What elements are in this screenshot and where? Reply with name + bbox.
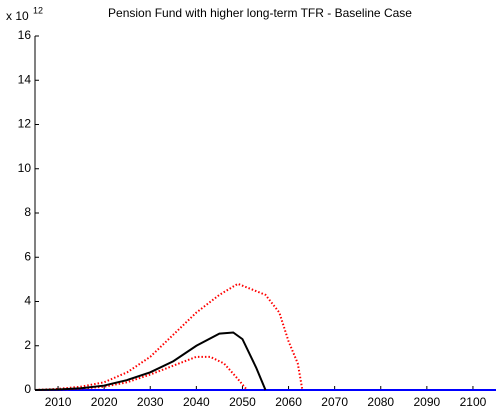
y-tick-label: 16 [18,28,32,42]
x-tick-label: 2050 [229,395,256,409]
y-tick-label: 0 [24,382,31,396]
x-tick-label: 2040 [183,395,210,409]
y-tick-label: 4 [24,294,31,308]
y-tick-label: 6 [24,249,31,263]
y-exponent: 12 [33,5,43,15]
x-tick-label: 2010 [45,395,72,409]
y-tick-label: 8 [24,205,31,219]
x-tick-label: 2080 [367,395,394,409]
y-multiplier: x 10 [6,9,29,23]
x-tick-label: 2100 [460,395,487,409]
y-tick-label: 2 [24,338,31,352]
y-tick-label: 12 [18,117,32,131]
chart-title: Pension Fund with higher long-term TFR -… [108,6,412,20]
series-line [34,282,304,391]
y-tick-label: 10 [18,161,32,175]
series-line [34,331,267,391]
x-tick-label: 2020 [91,395,118,409]
x-tick-label: 2030 [137,395,164,409]
x-tick-label: 2070 [321,395,348,409]
y-tick-label: 14 [18,72,32,86]
x-tick-label: 2090 [413,395,440,409]
x-tick-label: 2060 [275,395,302,409]
